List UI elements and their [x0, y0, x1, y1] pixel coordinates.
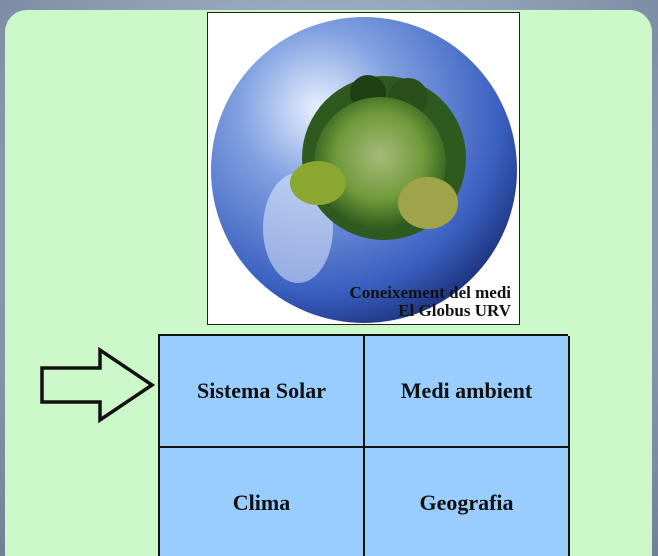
menu-button[interactable]: Geografia	[365, 448, 570, 556]
arrow	[38, 346, 158, 426]
menu: Sistema Solar Medi ambient Clima Geograf…	[158, 334, 568, 556]
field	[290, 161, 346, 205]
screen: Coneixement del medi El Globus URV Siste…	[0, 0, 658, 556]
caption: Coneixement del medi	[350, 284, 511, 302]
field	[398, 177, 458, 229]
globe-image: Coneixement del medi El Globus URV	[207, 12, 520, 325]
menu-button[interactable]: Medi ambient	[365, 336, 570, 448]
caption: El Globus URV	[398, 302, 511, 320]
menu-button[interactable]: Sistema Solar	[160, 336, 365, 448]
globe	[208, 13, 519, 324]
menu-button[interactable]: Clima	[160, 448, 365, 556]
